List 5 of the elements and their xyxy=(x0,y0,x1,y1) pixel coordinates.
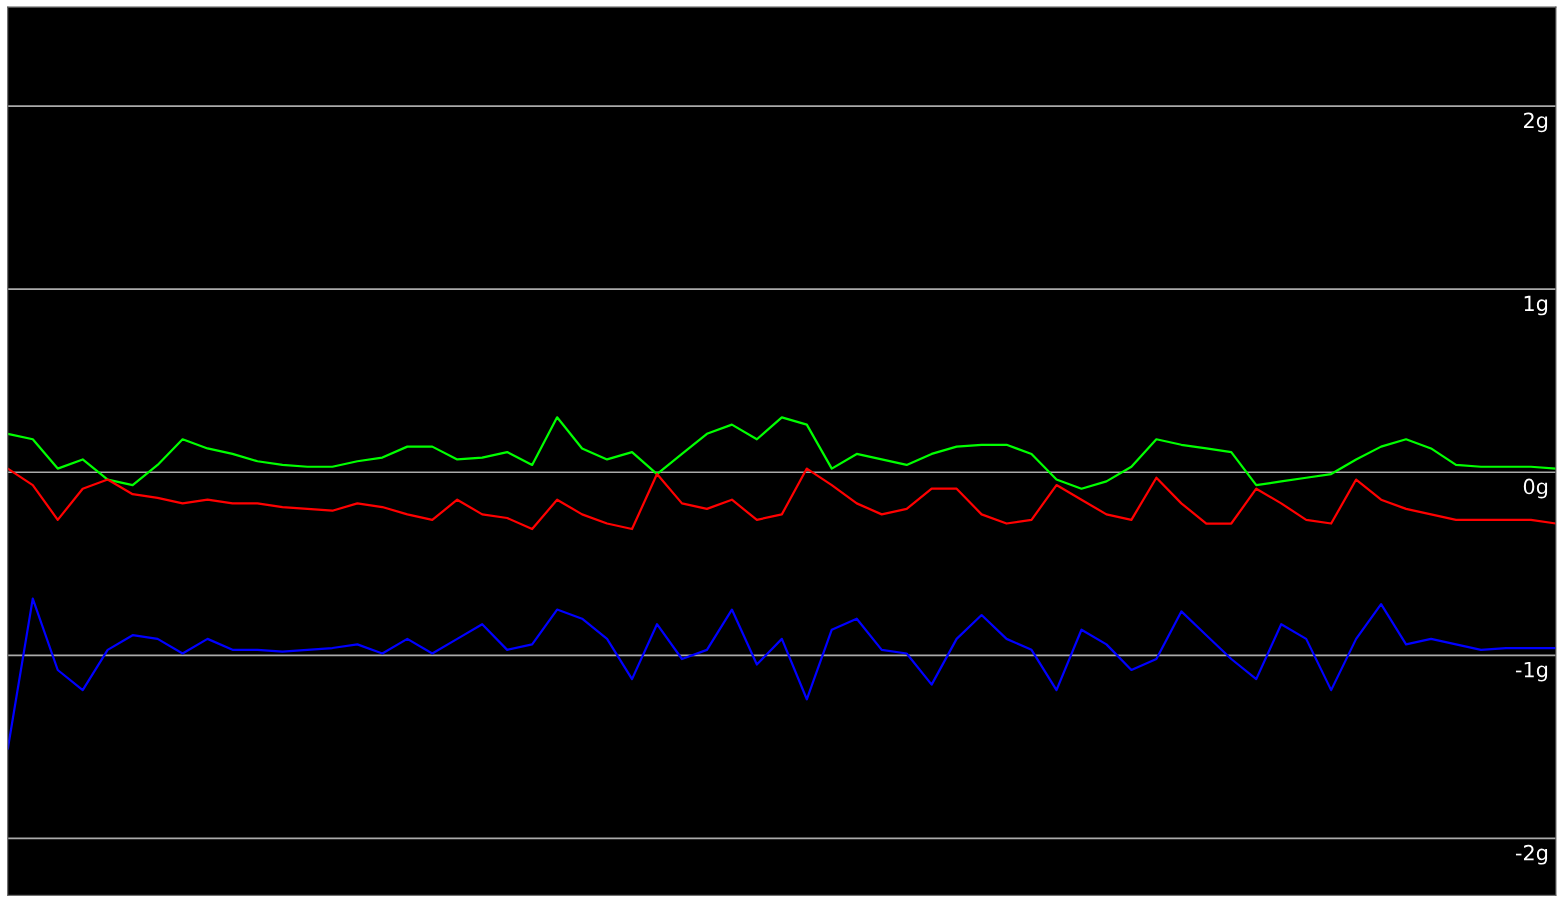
y-tick-label: -1g xyxy=(1515,661,1548,682)
y-tick-label: 1g xyxy=(1524,295,1548,316)
y-tick-label: 0g xyxy=(1523,478,1548,499)
y-tick-label: -2g xyxy=(1515,844,1548,865)
y-tick-label: 2g xyxy=(1523,112,1548,133)
